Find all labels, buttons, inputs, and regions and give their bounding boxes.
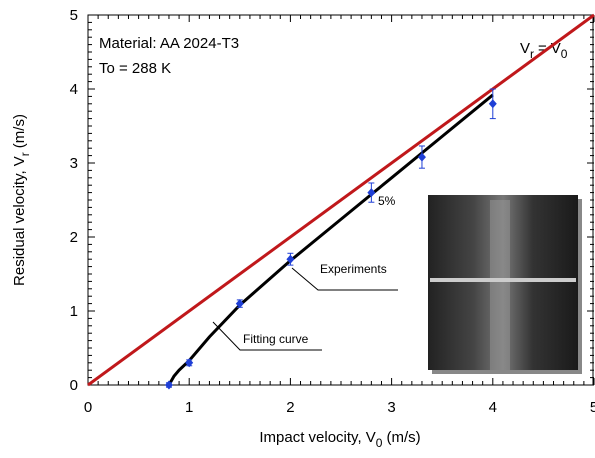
x-tick-label: 5 [590,399,595,416]
data-point [286,254,295,264]
data-point [488,99,497,109]
x-label-sub: 0 [376,436,383,450]
ref-lhs-sub: r [530,47,534,61]
y-tick-label: 3 [70,155,78,172]
x-tick-label: 4 [489,399,497,416]
x-axis-label: Impact velocity, V0 (m/s) [259,429,420,450]
y-label-sub: r [18,152,32,156]
data-point [367,188,376,198]
inset-photo [428,195,582,374]
reference-label: Vr = V0 [520,40,568,61]
x-label-unit: (m/s) [386,429,420,446]
x-tick-label: 2 [286,399,294,416]
material-label: Material: AA 2024-T3 [99,35,239,52]
y-tick-label: 0 [70,377,78,394]
y-label-unit: (m/s) [11,114,28,148]
ref-lhs: V [520,40,530,57]
error-label: 5% [378,194,396,208]
ref-eq: = [538,40,547,57]
temperature-label: To = 288 K [99,60,171,77]
x-tick-label: 1 [185,399,193,416]
x-label-text: Impact velocity, V [259,429,375,446]
y-axis-label: Residual velocity, Vr (m/s) [11,114,32,286]
ref-rhs-sub: 0 [561,47,568,61]
data-point [185,358,194,368]
y-tick-label: 1 [70,303,78,320]
reference-line [87,13,595,387]
data-point [417,152,426,162]
data-point [235,299,244,309]
data-point [164,380,173,390]
x-tick-label: 3 [387,399,395,416]
y-label-text: Residual velocity, V [11,156,28,286]
experiments-label: Experiments [320,262,387,276]
y-tick-label: 4 [70,81,78,98]
leaders [212,267,398,351]
fitting-label: Fitting curve [243,332,309,346]
x-tick-label: 0 [84,399,92,416]
y-tick-label: 2 [70,229,78,246]
ref-rhs: V [551,40,561,57]
y-tick-label: 5 [70,7,78,24]
